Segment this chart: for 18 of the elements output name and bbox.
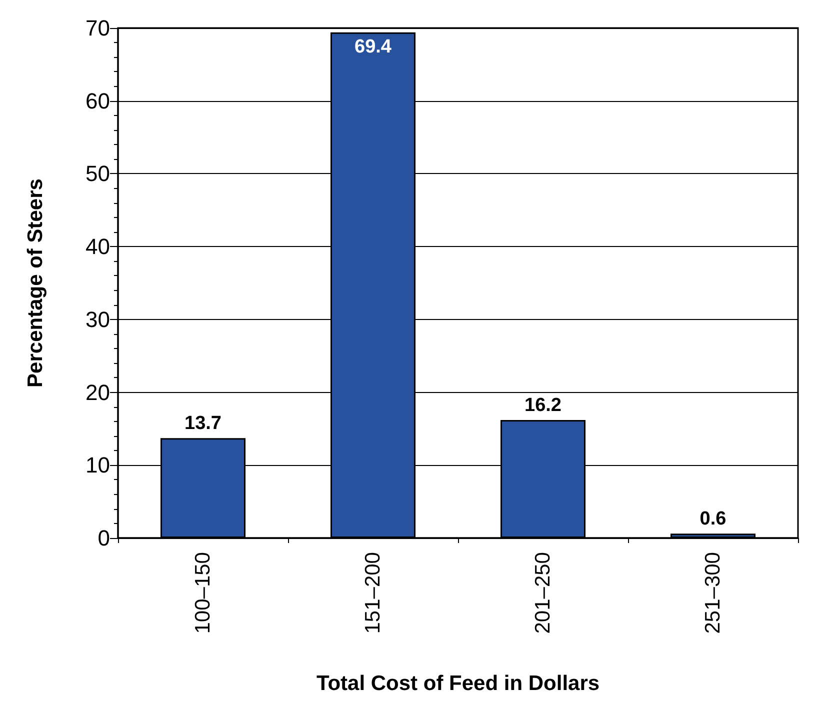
y-tick-label: 20: [86, 380, 110, 405]
y-tick-label: 0: [98, 526, 110, 550]
y-tick-label: 60: [86, 88, 110, 114]
y-tick-label: 70: [86, 16, 110, 40]
y-tick-label: 50: [86, 161, 110, 186]
y-tick-label: 30: [86, 306, 110, 332]
x-tick-label: 201–250: [532, 552, 554, 634]
y-axis-title: Percentage of Steers: [24, 178, 47, 388]
data-label: 69.4: [354, 36, 392, 58]
data-label: 13.7: [184, 413, 222, 434]
data-label: 16.2: [524, 394, 562, 416]
y-tick-label: 10: [86, 452, 110, 478]
data-label: 0.6: [700, 508, 726, 530]
y-tick-label: 40: [86, 234, 110, 260]
x-tick-label: 151–200: [362, 552, 384, 634]
x-tick-label: 100–150: [192, 552, 214, 634]
x-tick-label: 251–300: [702, 552, 724, 634]
x-axis-title: Total Cost of Feed in Dollars: [316, 672, 600, 695]
